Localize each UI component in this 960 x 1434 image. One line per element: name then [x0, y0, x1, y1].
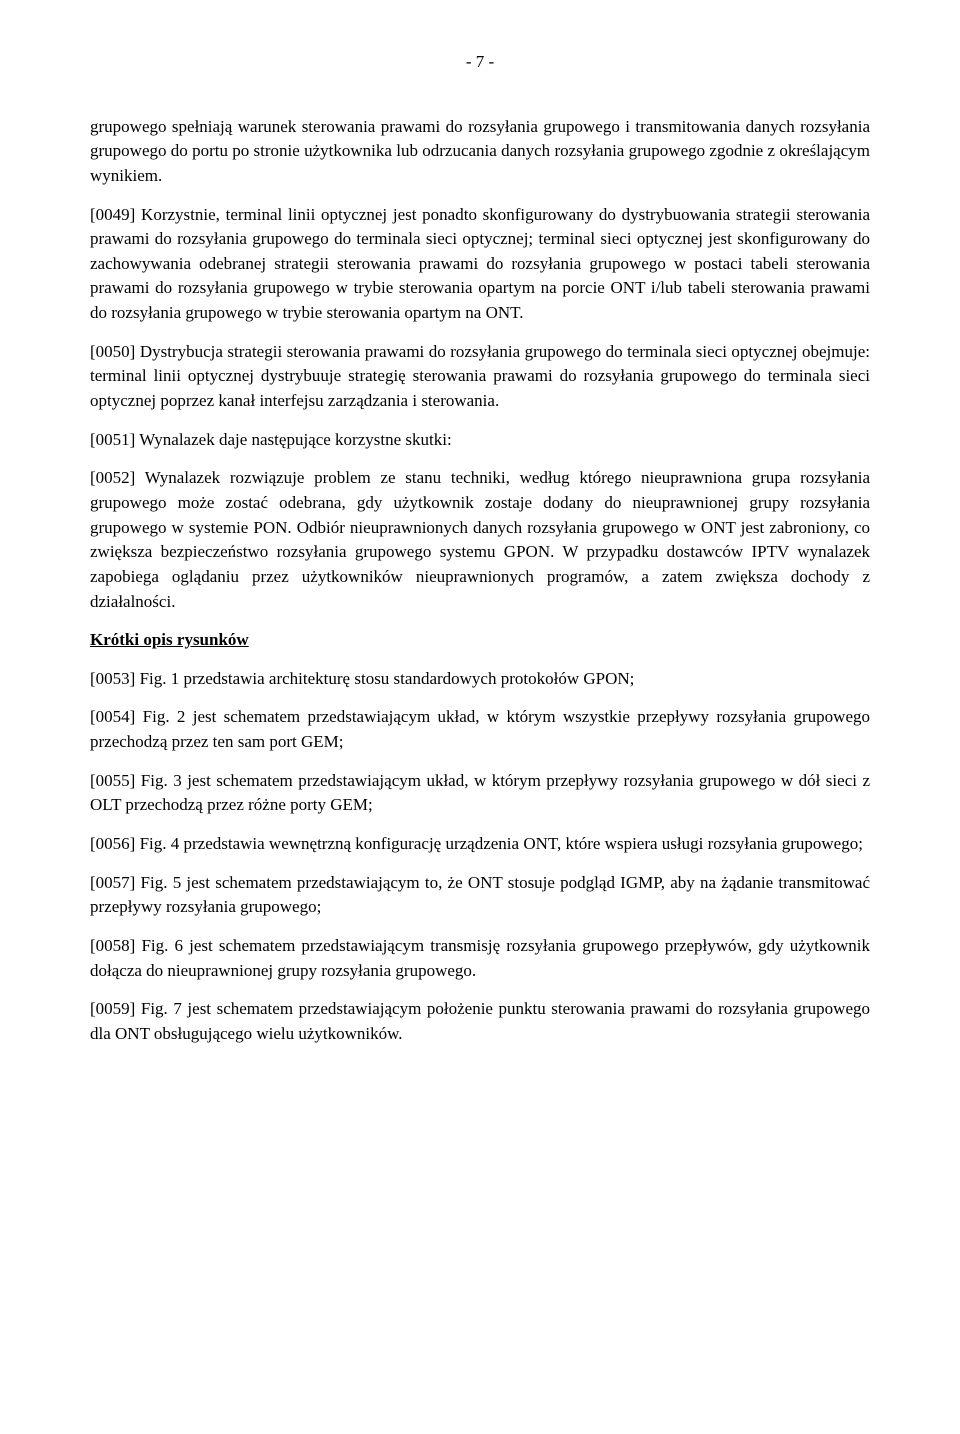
- paragraph-0050: [0050] Dystrybucja strategii sterowania …: [90, 340, 870, 414]
- page-number: - 7 -: [90, 50, 870, 75]
- paragraph-0056: [0056] Fig. 4 przedstawia wewnętrzną kon…: [90, 832, 870, 857]
- paragraph-0049: [0049] Korzystnie, terminal linii optycz…: [90, 203, 870, 326]
- paragraph-0057: [0057] Fig. 5 jest schematem przedstawia…: [90, 871, 870, 920]
- paragraph-0052: [0052] Wynalazek rozwiązuje problem ze s…: [90, 466, 870, 614]
- paragraph-0058: [0058] Fig. 6 jest schematem przedstawia…: [90, 934, 870, 983]
- paragraph-0059: [0059] Fig. 7 jest schematem przedstawia…: [90, 997, 870, 1046]
- paragraph-0053: [0053] Fig. 1 przedstawia architekturę s…: [90, 667, 870, 692]
- paragraph-0054: [0054] Fig. 2 jest schematem przedstawia…: [90, 705, 870, 754]
- paragraph-0051: [0051] Wynalazek daje następujące korzys…: [90, 428, 870, 453]
- paragraph-0055: [0055] Fig. 3 jest schematem przedstawia…: [90, 769, 870, 818]
- paragraph-continuation: grupowego spełniają warunek sterowania p…: [90, 115, 870, 189]
- section-heading-drawings: Krótki opis rysunków: [90, 628, 870, 653]
